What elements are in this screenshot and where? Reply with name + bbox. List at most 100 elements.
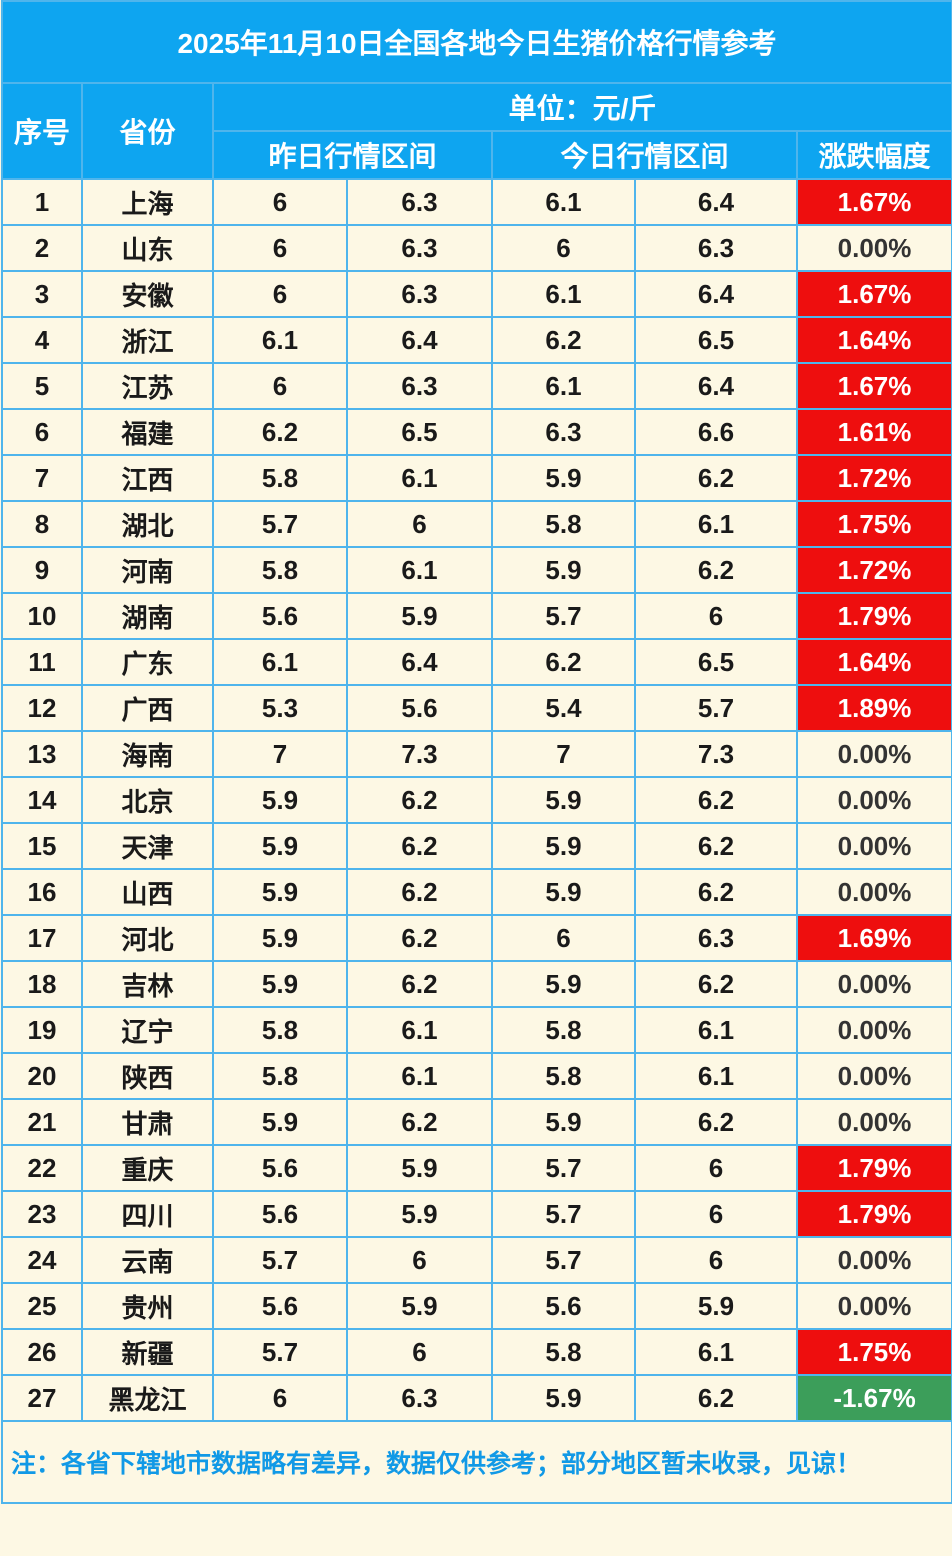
table-row: 2 山东 6 6.3 6 6.3 0.00% [1, 224, 952, 272]
cell-yesterday-low: 6.2 [212, 408, 348, 456]
cell-yesterday-high: 6 [346, 1236, 493, 1284]
table-row: 23 四川 5.6 5.9 5.7 6 1.79% [1, 1190, 952, 1238]
cell-today-high: 6.3 [634, 914, 798, 962]
cell-index: 1 [1, 178, 83, 226]
cell-today-low: 6.1 [491, 362, 636, 410]
cell-province: 湖南 [81, 592, 214, 640]
cell-change: 1.69% [795, 914, 952, 962]
cell-index: 4 [1, 316, 83, 364]
cell-today-high: 7.3 [634, 730, 798, 778]
cell-yesterday-high: 5.9 [346, 1144, 493, 1192]
cell-yesterday-low: 5.9 [212, 1098, 348, 1146]
cell-today-low: 5.9 [491, 960, 636, 1008]
cell-change: 0.00% [795, 1098, 952, 1146]
cell-today-high: 6 [634, 1144, 798, 1192]
table-row: 27 黑龙江 6 6.3 5.9 6.2 -1.67% [1, 1374, 952, 1422]
cell-change: 1.79% [795, 1190, 952, 1238]
table-row: 3 安徽 6 6.3 6.1 6.4 1.67% [1, 270, 952, 318]
cell-yesterday-high: 6.3 [346, 1374, 493, 1422]
cell-today-low: 5.7 [491, 1236, 636, 1284]
cell-yesterday-low: 5.8 [212, 454, 348, 502]
cell-index: 19 [1, 1006, 83, 1054]
cell-today-high: 6.4 [634, 270, 798, 318]
cell-yesterday-high: 6.2 [346, 1098, 493, 1146]
cell-today-high: 5.7 [634, 684, 798, 732]
cell-today-high: 6.2 [634, 1098, 798, 1146]
cell-index: 20 [1, 1052, 83, 1100]
cell-today-low: 5.8 [491, 1328, 636, 1376]
cell-yesterday-high: 6.1 [346, 454, 493, 502]
cell-yesterday-high: 6.2 [346, 868, 493, 916]
cell-today-low: 5.9 [491, 1098, 636, 1146]
table-row: 14 北京 5.9 6.2 5.9 6.2 0.00% [1, 776, 952, 824]
price-table: 2025年11月10日全国各地今日生猪价格行情参考 序号 省份 单位：元/斤 昨… [0, 0, 952, 1504]
cell-province: 江西 [81, 454, 214, 502]
table-row: 19 辽宁 5.8 6.1 5.8 6.1 0.00% [1, 1006, 952, 1054]
cell-yesterday-high: 6.3 [346, 362, 493, 410]
cell-province: 甘肃 [81, 1098, 214, 1146]
cell-yesterday-high: 7.3 [346, 730, 493, 778]
cell-yesterday-high: 6.3 [346, 178, 493, 226]
cell-today-low: 5.6 [491, 1282, 636, 1330]
cell-index: 27 [1, 1374, 83, 1422]
cell-change: 1.79% [795, 592, 952, 640]
cell-province: 福建 [81, 408, 214, 456]
table-row: 16 山西 5.9 6.2 5.9 6.2 0.00% [1, 868, 952, 916]
cell-change: 0.00% [795, 960, 952, 1008]
cell-change: -1.67% [795, 1374, 952, 1422]
cell-change: 0.00% [795, 1236, 952, 1284]
cell-today-low: 5.8 [491, 1006, 636, 1054]
header-change: 涨跌幅度 [795, 130, 952, 180]
cell-today-high: 6.1 [634, 1006, 798, 1054]
cell-province: 山西 [81, 868, 214, 916]
cell-today-low: 5.9 [491, 1374, 636, 1422]
cell-yesterday-high: 5.6 [346, 684, 493, 732]
cell-today-low: 5.4 [491, 684, 636, 732]
cell-index: 22 [1, 1144, 83, 1192]
cell-change: 0.00% [795, 730, 952, 778]
cell-today-low: 5.7 [491, 1190, 636, 1238]
cell-today-low: 5.9 [491, 776, 636, 824]
cell-change: 1.67% [795, 362, 952, 410]
cell-yesterday-high: 6.3 [346, 224, 493, 272]
cell-yesterday-low: 6.1 [212, 316, 348, 364]
cell-yesterday-high: 5.9 [346, 1282, 493, 1330]
cell-province: 浙江 [81, 316, 214, 364]
cell-today-high: 6.2 [634, 822, 798, 870]
cell-today-low: 5.7 [491, 1144, 636, 1192]
cell-yesterday-low: 7 [212, 730, 348, 778]
cell-index: 2 [1, 224, 83, 272]
header-index: 序号 [1, 82, 83, 180]
cell-today-high: 6.2 [634, 546, 798, 594]
cell-yesterday-low: 6 [212, 178, 348, 226]
cell-today-low: 6 [491, 914, 636, 962]
cell-today-high: 6.2 [634, 1374, 798, 1422]
cell-today-high: 6.2 [634, 960, 798, 1008]
cell-province: 天津 [81, 822, 214, 870]
cell-yesterday-high: 6.2 [346, 776, 493, 824]
cell-province: 安徽 [81, 270, 214, 318]
cell-change: 1.67% [795, 270, 952, 318]
cell-index: 11 [1, 638, 83, 686]
cell-index: 14 [1, 776, 83, 824]
cell-index: 26 [1, 1328, 83, 1376]
cell-province: 辽宁 [81, 1006, 214, 1054]
cell-index: 24 [1, 1236, 83, 1284]
cell-today-low: 6 [491, 224, 636, 272]
header-yesterday-range: 昨日行情区间 [212, 130, 493, 180]
cell-today-low: 6.1 [491, 270, 636, 318]
cell-province: 黑龙江 [81, 1374, 214, 1422]
cell-yesterday-low: 6 [212, 1374, 348, 1422]
table-row: 12 广西 5.3 5.6 5.4 5.7 1.89% [1, 684, 952, 732]
table-row: 13 海南 7 7.3 7 7.3 0.00% [1, 730, 952, 778]
cell-province: 广西 [81, 684, 214, 732]
cell-province: 海南 [81, 730, 214, 778]
cell-yesterday-low: 5.8 [212, 1052, 348, 1100]
cell-yesterday-low: 6 [212, 270, 348, 318]
cell-today-high: 6.2 [634, 454, 798, 502]
table-row: 4 浙江 6.1 6.4 6.2 6.5 1.64% [1, 316, 952, 364]
cell-today-low: 5.9 [491, 454, 636, 502]
cell-yesterday-low: 5.8 [212, 1006, 348, 1054]
cell-yesterday-low: 5.9 [212, 914, 348, 962]
